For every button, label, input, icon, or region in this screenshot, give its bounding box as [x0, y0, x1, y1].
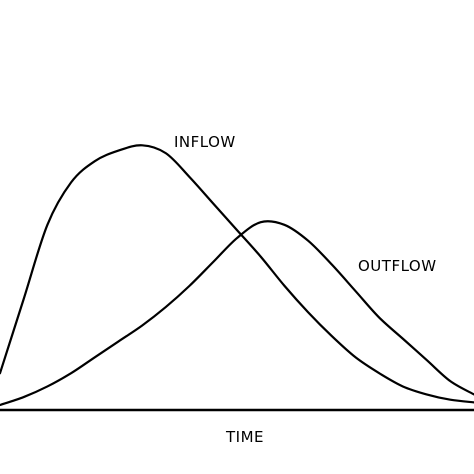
series-line-outflow: [0, 220, 474, 407]
x-axis-label: TIME: [225, 428, 264, 446]
series-layer: [0, 144, 474, 407]
series-label-outflow: OUTFLOW: [358, 257, 437, 275]
series-line-inflow: [0, 144, 474, 404]
series-label-inflow: INFLOW: [174, 133, 236, 151]
